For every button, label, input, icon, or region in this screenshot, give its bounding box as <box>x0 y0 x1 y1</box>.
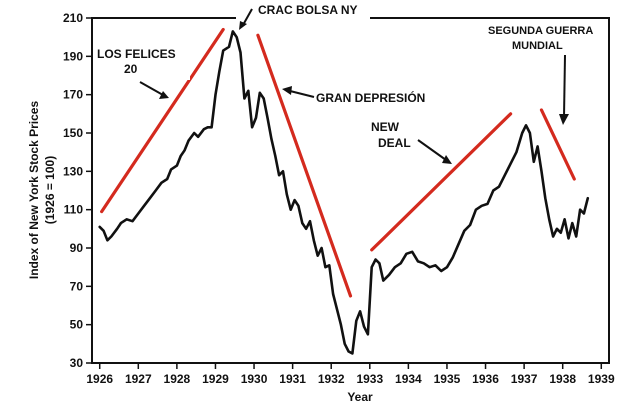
x-axis-title: Year <box>347 390 373 404</box>
annotation-new-deal-line-1: NEW <box>371 120 400 134</box>
annotation-ww2-arrow <box>563 54 566 118</box>
y-tick-label: 190 <box>63 49 83 63</box>
annotation-new-deal-line-2: DEAL <box>378 136 411 150</box>
series-line <box>98 30 590 355</box>
annotation-new-deal-arrow <box>417 139 447 161</box>
x-tick-label: 1937 <box>511 372 538 386</box>
annotation-ww2-box <box>486 22 606 58</box>
x-tick-label: 1932 <box>318 372 345 386</box>
annotation-ww2-line-2: MUNDIAL <box>512 40 563 52</box>
y-axis-title-line-1: Index of New York Stock Prices <box>27 101 41 280</box>
annotation-twenties-line-1: LOS FELICES <box>97 47 176 61</box>
y-tick-label: 70 <box>70 279 84 293</box>
x-tick-label: 1936 <box>472 372 499 386</box>
x-axis: 1926 1927 1928 1929 1930 1931 1932 1933 1934 1935… <box>86 363 615 386</box>
annotation-crash-box <box>236 2 370 20</box>
annotation-depression: GRAN DEPRESIÓN <box>316 90 425 105</box>
annotation-new-deal-arrowhead <box>442 155 452 164</box>
x-tick-label: 1930 <box>241 372 268 386</box>
annotation-crash-arrowhead <box>239 21 247 30</box>
x-tick-label: 1928 <box>164 372 191 386</box>
series-layer <box>98 30 590 355</box>
annotation-twenties-arrowhead <box>159 91 169 99</box>
y-tick-label: 170 <box>63 88 83 102</box>
y-tick-label: 150 <box>63 126 83 140</box>
y-tick-label: 50 <box>70 318 84 332</box>
annotation-twenties-box <box>95 46 190 80</box>
x-tick-label: 1926 <box>86 372 113 386</box>
annotation-depression-arrowhead <box>282 86 292 95</box>
y-tick-label: 30 <box>70 356 84 370</box>
annotation-twenties-line-2: 20 <box>124 62 138 76</box>
trend-line <box>256 33 353 298</box>
x-tick-label: 1939 <box>588 372 615 386</box>
x-tick-label: 1938 <box>549 372 576 386</box>
y-tick-label: 210 <box>63 11 83 25</box>
annotation-depression-box <box>314 89 436 106</box>
annotation-crash: CRAC BOLSA NY <box>258 3 358 17</box>
x-tick-label: 1933 <box>356 372 383 386</box>
annotation-ww2-arrowhead <box>559 114 569 125</box>
x-tick-label: 1927 <box>125 372 152 386</box>
annotation-ww2-line-1: SEGUNDA GUERRA <box>488 25 593 37</box>
y-axis: 30 50 70 90 110 130 150 170 190 210 <box>63 11 92 370</box>
y-tick-label: 90 <box>70 241 84 255</box>
x-tick-label: 1935 <box>434 372 461 386</box>
annotation-twenties-arrow <box>139 81 164 96</box>
y-axis-title-line-2: (1926 = 100) <box>43 156 57 224</box>
y-axis-title: Index of New York Stock Prices (1926 = 1… <box>27 101 57 280</box>
y-tick-label: 130 <box>63 164 83 178</box>
annotation-crash-arrow <box>242 8 253 26</box>
x-tick-label: 1934 <box>395 372 422 386</box>
x-tick-label: 1929 <box>202 372 229 386</box>
trend-line <box>539 108 576 181</box>
annotation-depression-arrow <box>289 90 315 98</box>
annotation-new-deal-box <box>368 118 416 152</box>
trend-lines-layer <box>100 27 576 298</box>
trend-line <box>100 27 225 214</box>
x-tick-label: 1931 <box>279 372 306 386</box>
y-tick-label: 110 <box>64 203 84 217</box>
trend-line <box>370 112 513 252</box>
